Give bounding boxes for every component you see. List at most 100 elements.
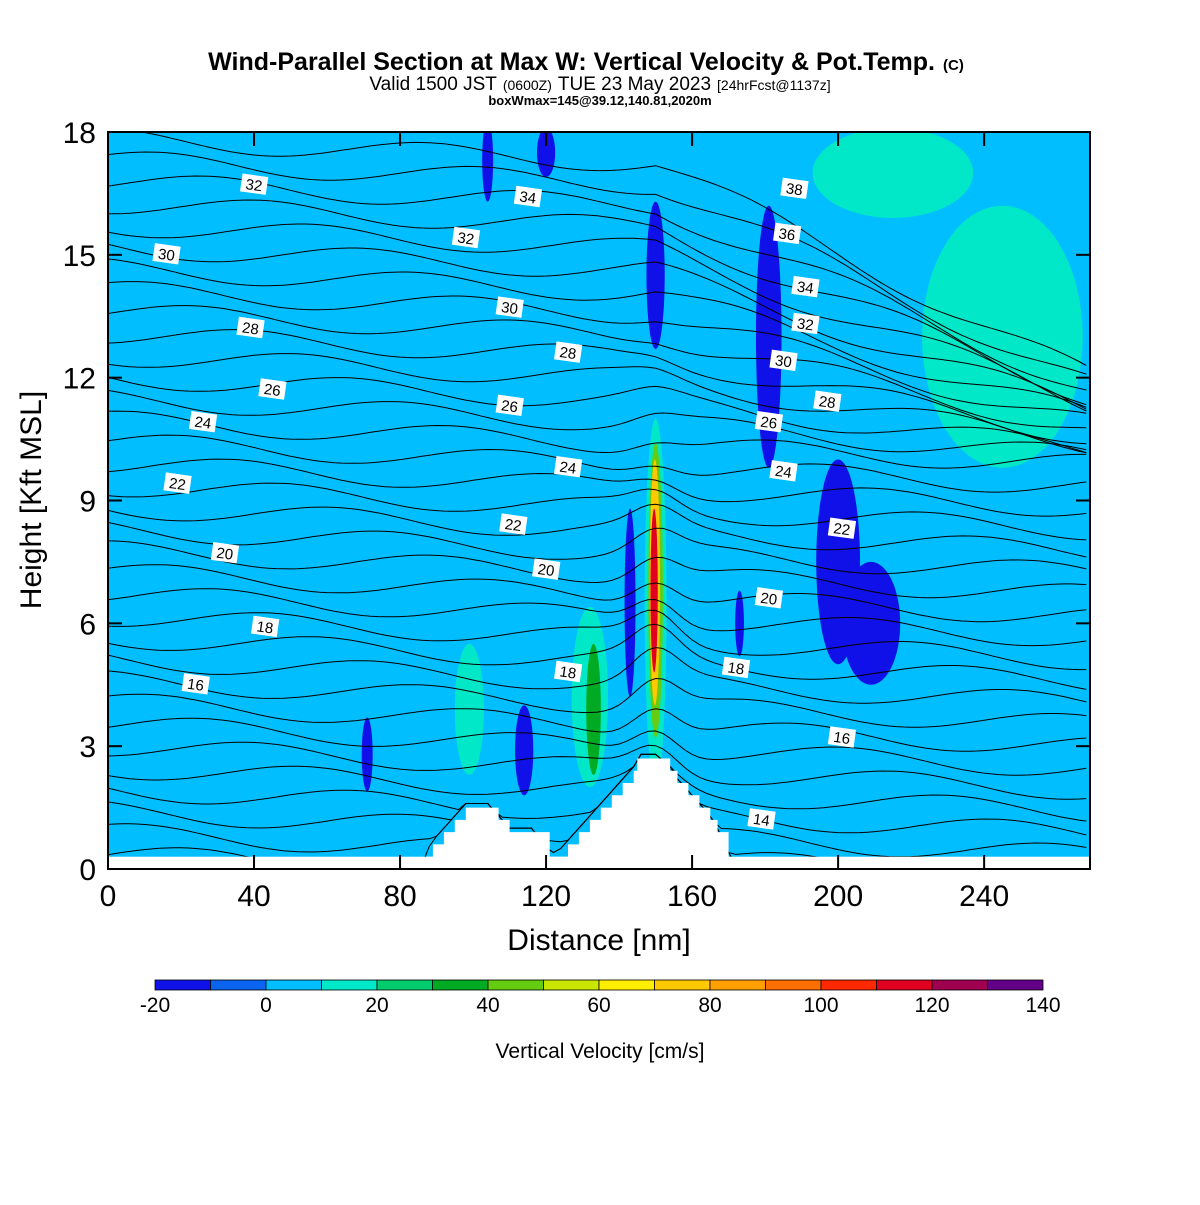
theta-label-text: 34 <box>796 279 815 298</box>
theta-label-box <box>747 808 776 830</box>
theta-label-text: 30 <box>157 246 176 265</box>
theta-label: 30 <box>495 296 524 318</box>
theta-contour <box>108 281 1087 414</box>
theta-contour <box>108 243 1087 410</box>
theta-label-box <box>240 173 269 195</box>
theta-label-box <box>499 513 528 535</box>
velocity-region <box>812 132 974 218</box>
velocity-region <box>586 643 601 775</box>
velocity-region <box>646 201 665 350</box>
theta-contour <box>108 151 1087 375</box>
colorbar-tick-label: 140 <box>1025 994 1060 1017</box>
theta-contour <box>108 223 1087 412</box>
colorbar-tick-label: 20 <box>365 994 388 1017</box>
colorbar-swatch <box>210 979 267 991</box>
theta-label: 22 <box>499 513 528 535</box>
velocity-region <box>841 561 901 685</box>
ground-strip <box>108 856 1090 869</box>
theta-label-text: 20 <box>537 561 556 580</box>
theta-label: 16 <box>827 726 857 748</box>
theta-labels: 3230282624222018163432302826242220183836… <box>152 173 857 830</box>
velocity-region <box>515 705 534 796</box>
theta-label: 18 <box>251 615 280 637</box>
theta-label-box <box>451 226 481 249</box>
colorbar-swatch <box>487 979 544 991</box>
theta-label-text: 26 <box>759 414 778 433</box>
theta-contour <box>108 353 1087 454</box>
velocity-region <box>650 508 658 673</box>
theta-contour <box>108 329 1087 445</box>
theta-label-box <box>495 296 524 318</box>
theta-contour <box>108 410 1087 469</box>
colorbar-swatch <box>709 979 766 991</box>
velocity-region <box>728 635 773 816</box>
theta-contour <box>108 389 1087 453</box>
subtitle-zulu: (0600Z) <box>503 77 552 93</box>
theta-label: 38 <box>780 177 809 199</box>
theta-label-text: 24 <box>558 459 577 478</box>
chart-title: Wind-Parallel Section at Max W: Vertical… <box>208 48 964 76</box>
theta-label-box <box>754 410 784 433</box>
theta-label-box <box>754 587 784 609</box>
theta-contour <box>108 753 1087 822</box>
theta-label-box <box>827 517 857 539</box>
colorbar-swatch <box>543 979 600 991</box>
theta-label-text: 14 <box>752 811 771 830</box>
y-tick-label: 6 <box>79 608 96 641</box>
theta-label: 20 <box>210 541 240 564</box>
x-axis-ticks: 0 40 80 120 160 200 240 <box>100 132 1009 913</box>
y-tick-label: 18 <box>63 117 96 150</box>
theta-contour <box>138 132 1087 366</box>
x-axis-label: Distance [nm] <box>507 924 690 957</box>
theta-label-box <box>210 541 240 564</box>
theta-contour <box>108 522 1087 575</box>
theta-label-box <box>495 394 524 417</box>
theta-contour <box>108 434 1087 493</box>
colorbar-swatch <box>154 979 211 991</box>
theta-label: 22 <box>163 472 192 494</box>
plot-area: 3230282624222018163432302826242220183836… <box>108 132 1090 869</box>
colorbar-swatch <box>931 979 988 991</box>
theta-contour <box>108 305 1087 429</box>
subtitle-date: TUE 23 May 2023 <box>558 74 711 95</box>
theta-contour <box>108 609 1087 671</box>
theta-label-text: 36 <box>777 225 796 244</box>
theta-label-text: 22 <box>504 516 523 535</box>
theta-label: 24 <box>188 410 218 433</box>
theta-contour <box>108 564 1087 623</box>
x-tick-label: 120 <box>521 880 571 913</box>
theta-contour <box>108 175 1087 391</box>
theta-label-box <box>181 673 210 695</box>
theta-label-box <box>791 312 820 335</box>
theta-label-box <box>791 275 820 298</box>
colorbar-swatch <box>876 979 933 991</box>
theta-label-text: 24 <box>774 463 793 482</box>
theta-contour <box>108 199 1087 406</box>
theta-label: 22 <box>827 517 857 539</box>
theta-contour <box>108 623 1087 690</box>
theta-label-box <box>554 455 583 478</box>
theta-label: 34 <box>791 275 820 298</box>
theta-contour <box>108 588 1087 647</box>
colorbar-swatch <box>765 979 822 991</box>
theta-label-text: 28 <box>241 319 260 338</box>
y-tick-label: 12 <box>63 363 96 396</box>
theta-label: 36 <box>773 222 802 244</box>
theta-label-box <box>554 341 583 363</box>
x-tick-label: 80 <box>383 880 416 913</box>
theta-contour <box>108 458 1087 517</box>
theta-label-box <box>532 558 561 580</box>
theta-label: 30 <box>769 349 798 371</box>
theta-label: 14 <box>747 808 776 830</box>
theta-label-text: 34 <box>518 188 537 207</box>
theta-label: 18 <box>554 660 583 683</box>
theta-contour <box>108 540 1087 599</box>
theta-contour <box>108 670 1087 728</box>
theta-label-text: 32 <box>456 229 475 248</box>
theta-label-box <box>152 243 181 265</box>
velocity-region <box>279 590 338 722</box>
velocity-region <box>922 205 1083 468</box>
theta-contour <box>108 258 1087 408</box>
theta-label-text: 26 <box>500 397 519 416</box>
theta-label-text: 16 <box>832 729 851 748</box>
